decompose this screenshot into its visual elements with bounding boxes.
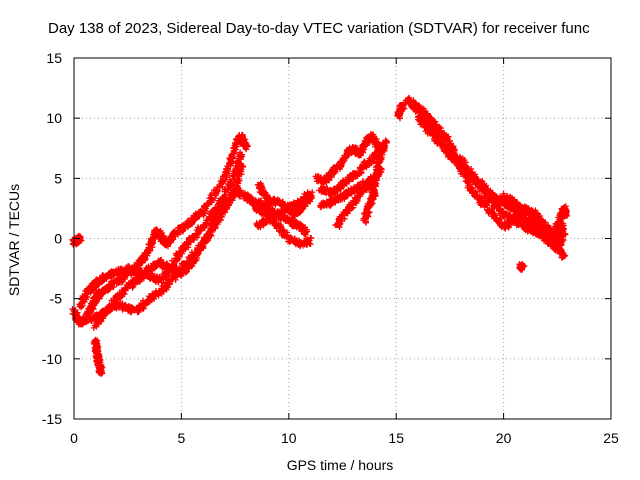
data-point: [216, 183, 223, 190]
data-point: [194, 213, 201, 220]
data-point: [236, 172, 243, 179]
chart-title: Day 138 of 2023, Sidereal Day-to-day VTE…: [48, 20, 590, 37]
data-point: [117, 293, 124, 300]
series-s5: [90, 336, 106, 377]
data-point: [199, 209, 206, 216]
data-point: [169, 264, 176, 271]
data-point: [190, 234, 197, 241]
data-point: [103, 275, 110, 282]
data-point: [205, 236, 212, 243]
data-point: [240, 163, 247, 170]
data-point: [232, 165, 239, 172]
data-point: [109, 283, 116, 290]
data-point: [200, 239, 207, 246]
data-point: [197, 246, 204, 253]
data-point: [187, 238, 194, 245]
data-point: [237, 151, 244, 158]
data-points: [69, 94, 571, 377]
data-point: [144, 247, 151, 254]
data-point: [238, 160, 245, 167]
data-point: [202, 220, 209, 227]
data-point: [244, 142, 251, 149]
data-point: [119, 275, 126, 282]
data-point: [202, 205, 209, 212]
series-s1: [69, 131, 251, 328]
data-point: [203, 220, 210, 227]
data-point: [198, 242, 205, 249]
series-s6: [69, 232, 85, 248]
data-point: [184, 266, 191, 273]
data-point: [234, 159, 241, 166]
data-point: [219, 193, 226, 200]
data-point: [107, 303, 114, 310]
